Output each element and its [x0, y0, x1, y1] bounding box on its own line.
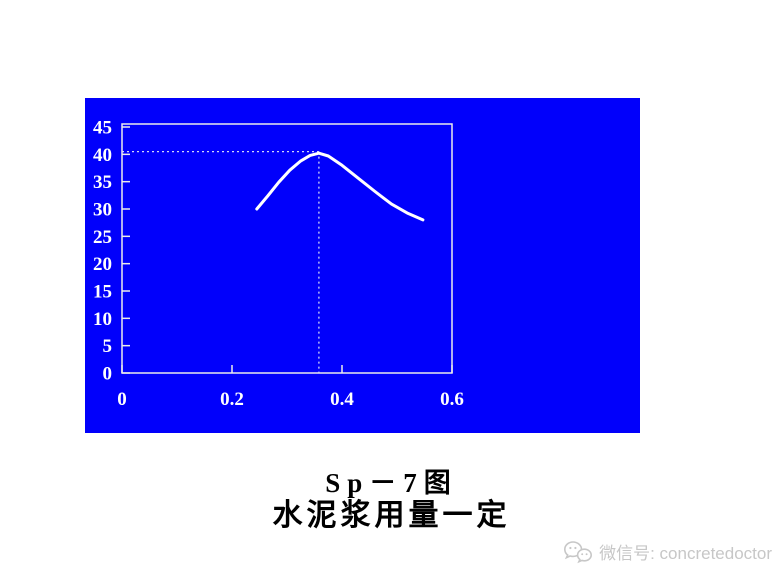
x-tick-label: 0 [117, 389, 127, 410]
y-tick-label: 45 [93, 118, 112, 139]
chart-slide: 0 5 10 15 20 25 30 35 40 45 0 0.2 0.4 0.6 [85, 98, 640, 433]
y-tick-label: 30 [93, 200, 112, 221]
wechat-icon [564, 540, 593, 563]
curve-slump-curve [255, 151, 425, 222]
y-tick-label: 5 [103, 336, 113, 357]
caption-subtitle: 水泥浆用量一定 [272, 499, 511, 532]
x-tick-label: 0.2 [220, 389, 244, 410]
y-tick-label: 25 [93, 227, 112, 248]
x-tick-label: 0.4 [330, 389, 354, 410]
plot-border [121, 123, 453, 374]
y-tick-label: 10 [93, 309, 112, 330]
watermark-text: 微信号: concretedoctor [599, 544, 772, 563]
chart-svg: 0 5 10 15 20 25 30 35 40 45 0 0.2 0.4 0.6 [93, 118, 464, 411]
y-tick-label: 35 [93, 172, 112, 193]
y-tick-label: 20 [93, 254, 112, 275]
y-tick-label: 0 [103, 364, 113, 385]
x-tick-label: 0.6 [440, 389, 464, 410]
watermark: 微信号: concretedoctor [563, 539, 772, 564]
caption-title: Sp－7图 [325, 468, 458, 498]
y-tick-label: 40 [93, 145, 112, 166]
y-tick-label: 15 [93, 282, 112, 303]
chart-caption: Sp－7图 水泥浆用量一定 [0, 467, 783, 533]
